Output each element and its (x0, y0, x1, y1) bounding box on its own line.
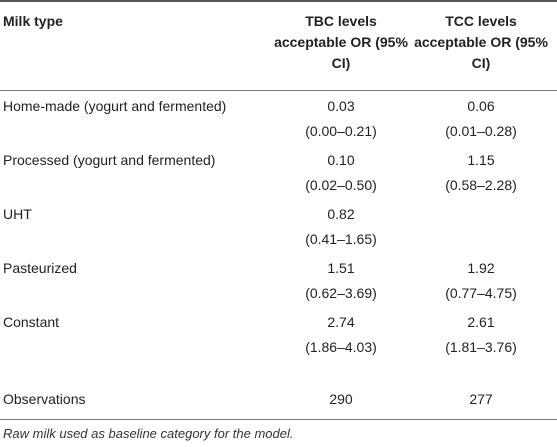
row-label-pasteurized: Pasteurized (3, 260, 77, 276)
row-label-uht: UHT (3, 206, 32, 222)
tbc-ci-home-made: (0.00–0.21) (305, 123, 377, 139)
tcc-ci-constant: (1.81–3.76) (445, 339, 517, 355)
tbc-ci-pasteurized: (0.62–3.69) (305, 285, 377, 301)
tcc-or-constant: 2.61 (467, 314, 495, 330)
table-bottom-rule (0, 419, 557, 420)
tbc-or-constant: 2.74 (327, 314, 355, 330)
tbc-or-processed: 0.10 (327, 152, 355, 168)
tbc-or-pasteurized: 1.51 (327, 260, 355, 276)
tbc-or-uht: 0.82 (327, 206, 355, 222)
tcc-or-pasteurized: 1.92 (467, 260, 495, 276)
header-milk-type: Milk type (3, 13, 63, 29)
header-rule (0, 90, 557, 91)
tbc-ci-processed: (0.02–0.50) (305, 177, 377, 193)
row-label-observations: Observations (3, 391, 86, 407)
tbc-ci-constant: (1.86–4.03) (305, 339, 377, 355)
row-label-home-made: Home-made (yogurt and fermented) (3, 98, 227, 114)
row-label-processed: Processed (yogurt and fermented) (3, 152, 216, 168)
tcc-observations: 277 (469, 391, 493, 407)
tbc-or-home-made: 0.03 (327, 98, 355, 114)
table-top-rule (0, 0, 557, 2)
tcc-or-home-made: 0.06 (467, 98, 495, 114)
tbc-ci-uht: (0.41–1.65) (305, 231, 377, 247)
row-label-constant: Constant (3, 314, 60, 330)
tcc-or-processed: 1.15 (467, 152, 495, 168)
tcc-ci-pasteurized: (0.77–4.75) (445, 285, 517, 301)
table-footnote: Raw milk used as baseline category for t… (3, 426, 294, 441)
header-tbc: TBC levels acceptable OR (95% CI) (274, 13, 408, 71)
tcc-ci-processed: (0.58–2.28) (445, 177, 517, 193)
tbc-observations: 290 (329, 391, 353, 407)
tcc-ci-home-made: (0.01–0.28) (445, 123, 517, 139)
header-tcc: TCC levels acceptable OR (95% CI) (414, 13, 548, 71)
